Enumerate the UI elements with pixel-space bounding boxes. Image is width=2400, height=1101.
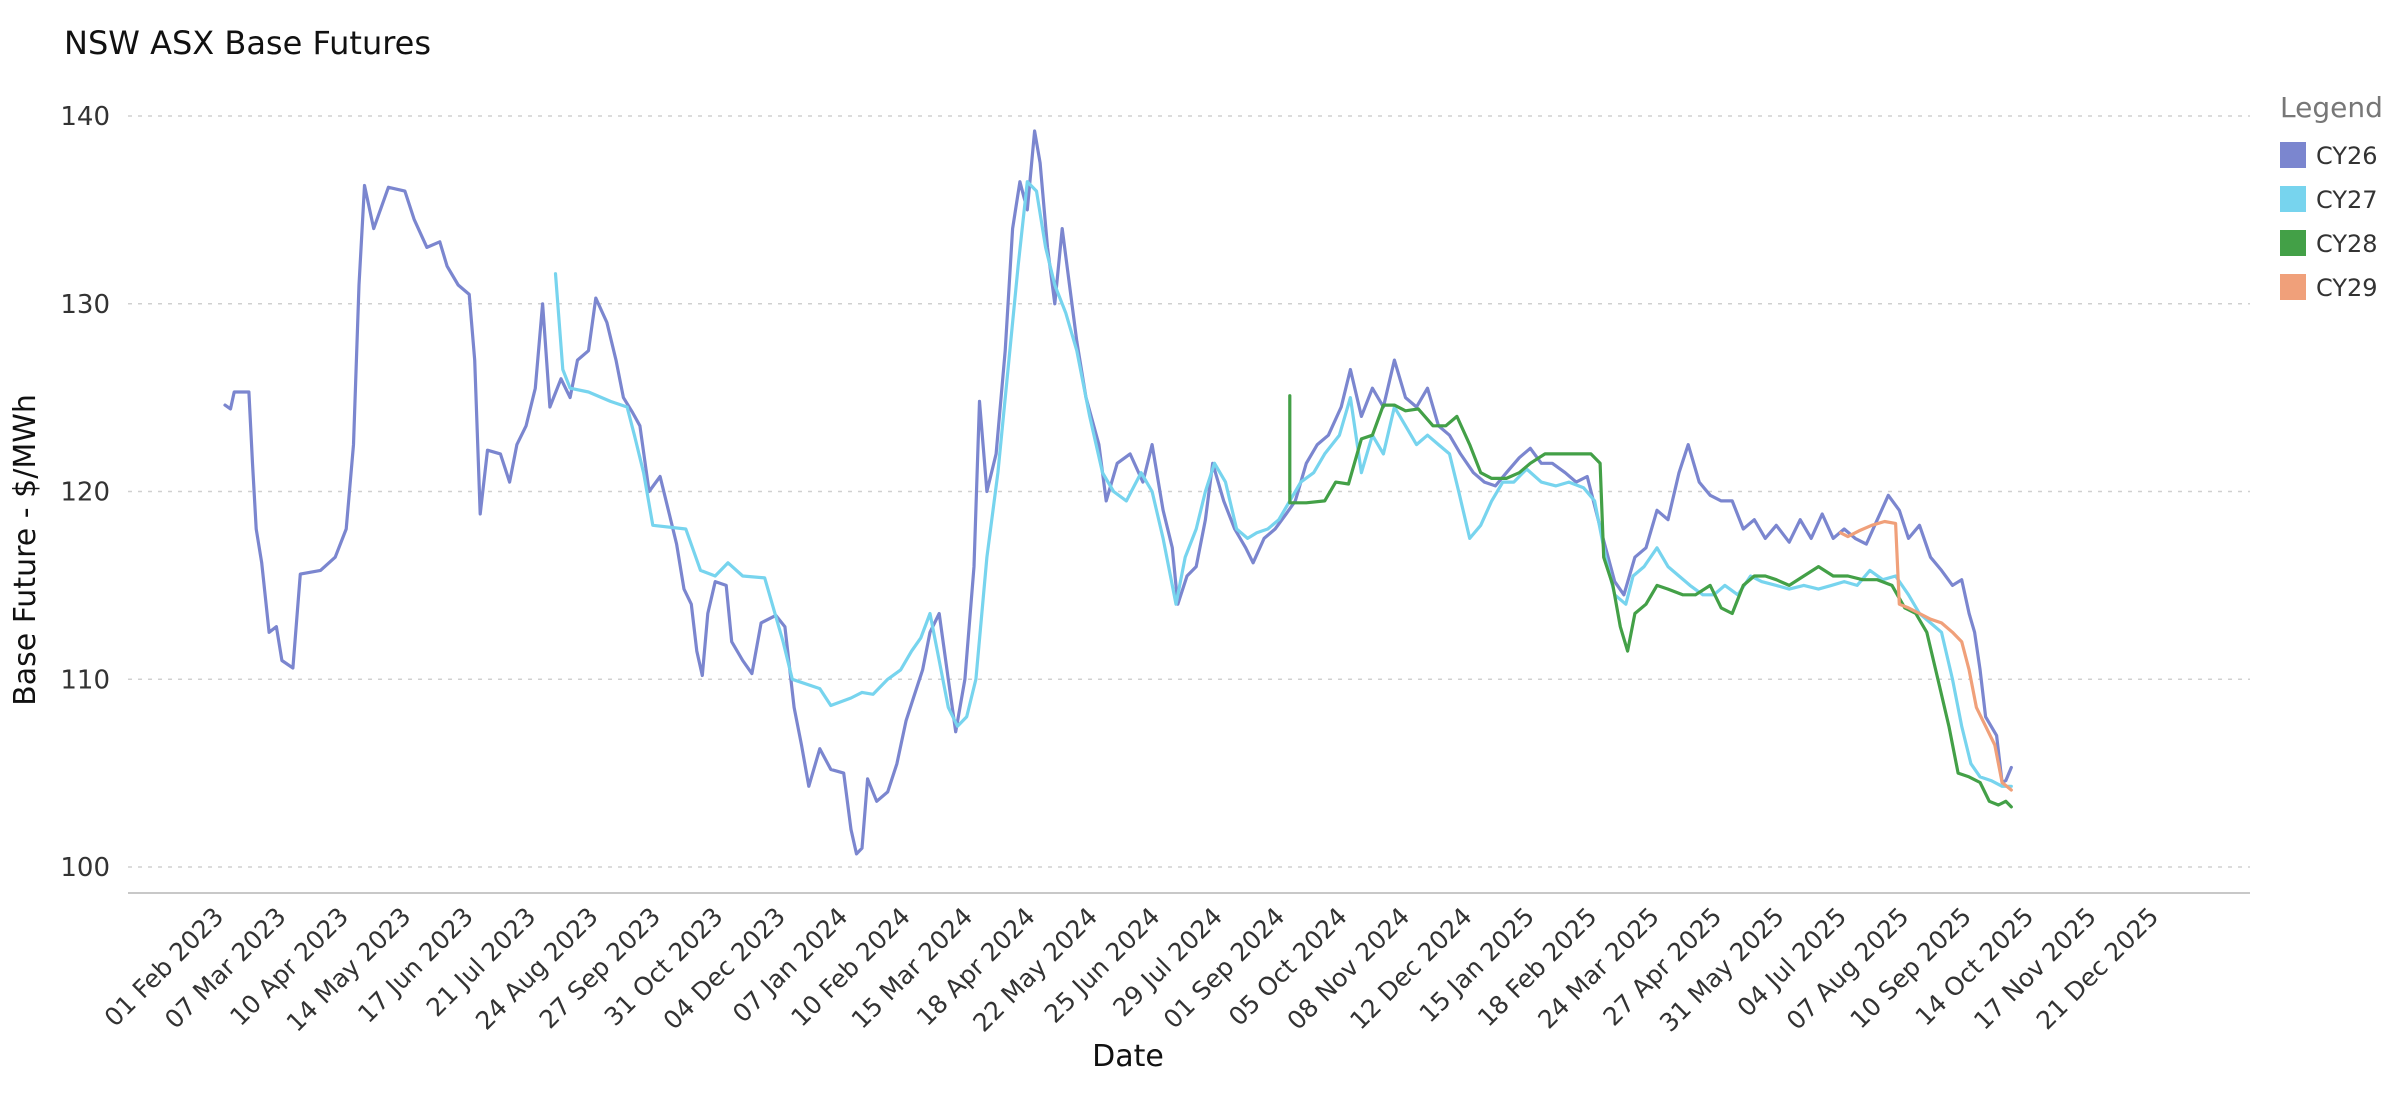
series-line-cy28 (1288, 394, 2013, 809)
legend-label-cy26: CY26 (2316, 142, 2378, 170)
legend-swatch-cy28 (2280, 230, 2306, 256)
x-axis-label: Date (1092, 1039, 1164, 1074)
series-lines (223, 129, 2013, 856)
y-tick-label: 140 (60, 102, 110, 132)
legend-label-cy28: CY28 (2316, 230, 2378, 258)
legend-swatch-cy29 (2280, 274, 2306, 300)
series-line-cy26 (223, 129, 2013, 856)
y-tick-label: 120 (60, 478, 110, 508)
legend-title: Legend (2280, 91, 2383, 124)
legend-label-cy29: CY29 (2316, 274, 2378, 302)
legend-swatch-cy26 (2280, 142, 2306, 168)
y-axis-label: Base Future - $/MWh (8, 394, 43, 706)
y-axis-ticks: 100 110 120 130 140 (60, 102, 110, 883)
series-line-cy27 (553, 180, 2013, 788)
series-line-cy29 (1839, 519, 2013, 792)
legend: Legend CY26 CY27 CY28 CY29 (2280, 91, 2383, 302)
legend-label-cy27: CY27 (2316, 186, 2378, 214)
y-tick-label: 130 (60, 290, 110, 320)
chart-title: NSW ASX Base Futures (64, 24, 432, 62)
y-tick-label: 100 (60, 853, 110, 883)
legend-swatch-cy27 (2280, 186, 2306, 212)
gridlines (128, 115, 2250, 868)
y-tick-label: 110 (60, 665, 110, 695)
